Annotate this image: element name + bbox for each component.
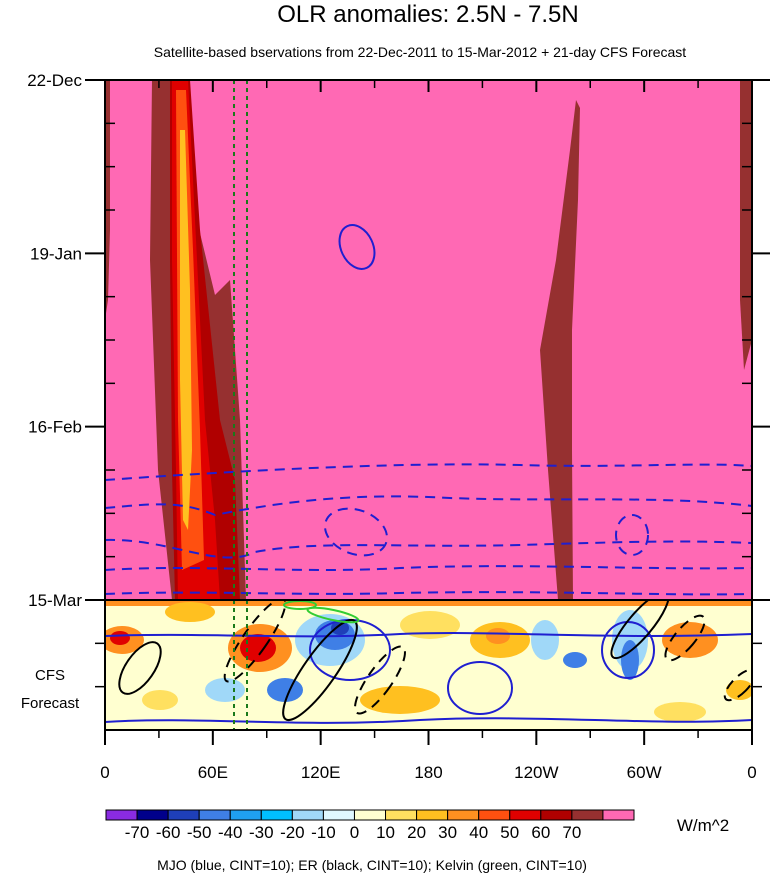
- mjo-contours-observed: [105, 224, 752, 596]
- axis-ticks: [85, 79, 770, 745]
- colorbar-swatch: [571, 809, 604, 821]
- y-tick-label: 15-Mar: [28, 591, 82, 610]
- positive-anomaly-band-110W: [540, 100, 580, 600]
- contour-footnote: MJO (blue, CINT=10); ER (black, CINT=10)…: [157, 857, 587, 873]
- forecast-label-forecast: Forecast: [21, 695, 80, 712]
- colorbar-label: 30: [438, 823, 457, 842]
- x-tick-label: 120E: [301, 763, 341, 782]
- colorbar-swatch: [322, 809, 355, 821]
- colorbar-swatch: [291, 809, 324, 821]
- colorbar-swatch: [447, 809, 480, 821]
- forecast-label-cfs: CFS: [35, 667, 65, 684]
- colorbar-swatch: [478, 809, 511, 821]
- colorbar-label: 50: [500, 823, 519, 842]
- colorbar-swatch: [198, 809, 231, 821]
- x-tick-label: 60W: [627, 763, 662, 782]
- colorbar-swatch: [105, 809, 138, 821]
- colorbar-label: -40: [218, 823, 243, 842]
- x-axis-labels: 0 60E 120E 180 120W 60W 0: [100, 763, 756, 782]
- colorbar-swatch: [540, 809, 573, 821]
- colorbar-label: -10: [311, 823, 336, 842]
- x-tick-label: 60E: [198, 763, 228, 782]
- positive-anomaly-band-60E: [150, 80, 246, 600]
- colorbar-swatch: [136, 809, 169, 821]
- colorbar-label: -50: [187, 823, 212, 842]
- positive-anomaly-band-0-east: [105, 80, 110, 320]
- y-tick-label: 19-Jan: [30, 244, 82, 263]
- colorbar-label: -70: [125, 823, 150, 842]
- x-tick-label: 120W: [514, 763, 558, 782]
- colorbar-swatch: [602, 809, 635, 821]
- colorbar-label: -20: [280, 823, 305, 842]
- positive-anomaly-band-0-west: [740, 80, 752, 370]
- colorbar-swatch: [229, 809, 262, 821]
- colorbar-label: -60: [156, 823, 181, 842]
- colorbar: -70 -60 -50 -40 -30 -20 -10 0 10 20 30 40 50 60 70: [105, 809, 635, 842]
- observed-region: [105, 80, 752, 600]
- colorbar-swatch: [385, 809, 418, 821]
- x-tick-label: 0: [100, 763, 109, 782]
- chart-title: OLR anomalies: 2.5N - 7.5N: [277, 1, 578, 28]
- colorbar-swatch: [353, 809, 387, 821]
- colorbar-label: 70: [562, 823, 581, 842]
- colorbar-swatch: [509, 809, 542, 821]
- forecast-region: [105, 600, 752, 730]
- y-axis-labels: 22-Dec 19-Jan 16-Feb 15-Mar: [27, 71, 82, 610]
- chart-subtitle: Satellite-based bservations from 22-Dec-…: [154, 44, 686, 60]
- colorbar-swatch: [416, 809, 449, 821]
- y-tick-label: 22-Dec: [27, 71, 82, 90]
- colorbar-label: 10: [376, 823, 395, 842]
- colorbar-label: -30: [249, 823, 274, 842]
- colorbar-label: 20: [407, 823, 426, 842]
- y-tick-label: 16-Feb: [28, 418, 82, 437]
- colorbar-label: 40: [469, 823, 488, 842]
- er-contours-forecast: [118, 600, 752, 721]
- colorbar-swatch: [260, 809, 293, 821]
- colorbar-label: 0: [350, 823, 359, 842]
- colorbar-unit: W/m^2: [677, 816, 729, 835]
- x-tick-label: 180: [414, 763, 442, 782]
- x-tick-label: 0: [747, 763, 756, 782]
- colorbar-label: 60: [531, 823, 550, 842]
- colorbar-swatch: [167, 809, 200, 821]
